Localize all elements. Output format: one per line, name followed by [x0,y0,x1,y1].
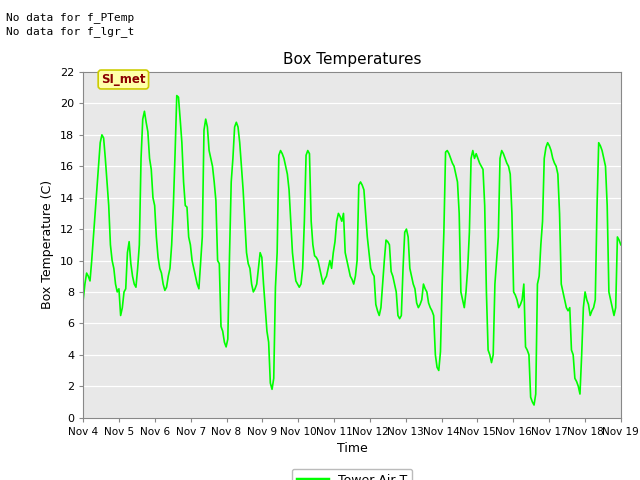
X-axis label: Time: Time [337,442,367,455]
Legend: Tower Air T: Tower Air T [292,469,412,480]
Text: No data for f_lgr_t: No data for f_lgr_t [6,26,134,37]
Title: Box Temperatures: Box Temperatures [283,52,421,67]
Text: SI_met: SI_met [101,73,146,86]
Text: No data for f_PTemp: No data for f_PTemp [6,12,134,23]
Y-axis label: Box Temperature (C): Box Temperature (C) [42,180,54,310]
